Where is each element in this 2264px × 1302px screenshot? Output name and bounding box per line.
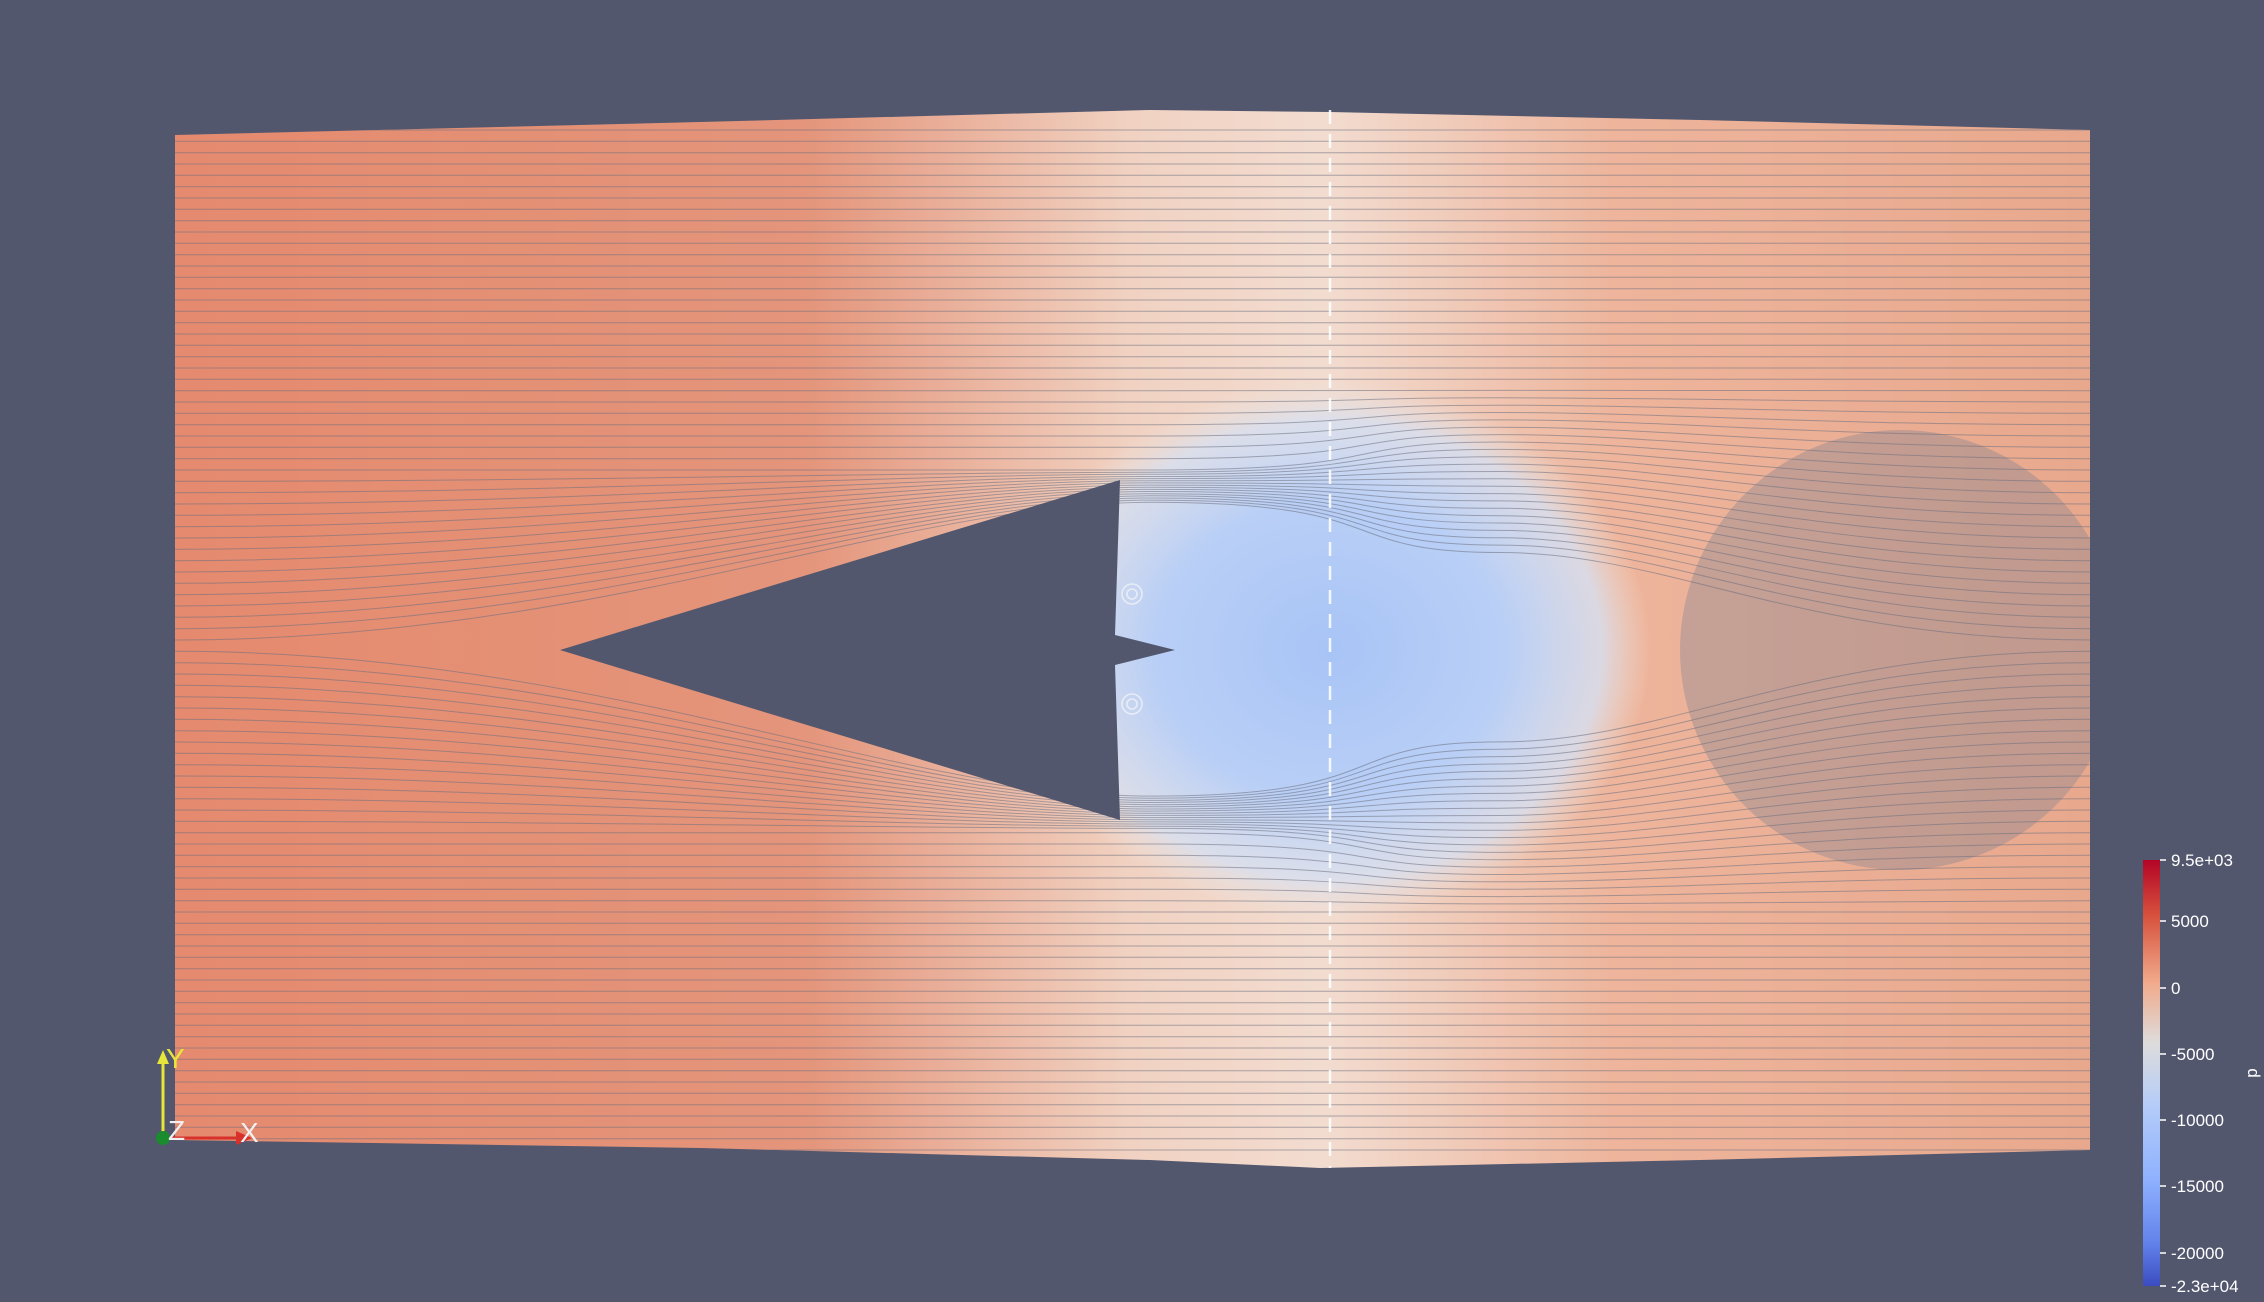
streamline (175, 832, 2090, 861)
streamline (175, 493, 2090, 596)
z-axis-label: Z (168, 1115, 185, 1146)
streamline (175, 775, 2090, 824)
streamline (175, 456, 2090, 494)
streamline (175, 441, 2090, 471)
streamline (175, 426, 2090, 448)
streamline (175, 470, 2090, 516)
streamline (175, 752, 2090, 816)
streamline (175, 434, 2090, 460)
scalar-bar[interactable]: 9.5e+03 5000 0 -5000 -10000 -15000 -20000 -2.3e… (2143, 851, 2261, 1296)
streamline (175, 684, 2090, 804)
x-axis-arrow-icon (236, 1131, 252, 1145)
scalar-bar-gradient (2143, 860, 2160, 1286)
streamline (175, 888, 2090, 898)
y-axis-arrow-icon (157, 1050, 169, 1064)
streamline (175, 809, 2090, 846)
streamline (175, 662, 2090, 799)
streamline (175, 463, 2090, 505)
streamline (175, 482, 2090, 539)
scalar-bar-tick-label: -15000 (2171, 1177, 2224, 1196)
streamline (175, 741, 2090, 814)
streamline (175, 718, 2090, 810)
streamline (175, 488, 2090, 573)
streamline (175, 484, 2090, 550)
streamline (175, 707, 2090, 808)
scalar-bar-tick-label: 9.5e+03 (2171, 851, 2233, 870)
streamline (175, 854, 2090, 876)
streamline (175, 764, 2090, 819)
scalar-bar-tick-label: -5000 (2171, 1045, 2214, 1064)
streamline (175, 411, 2090, 426)
scalar-bar-tick-label: 5000 (2171, 912, 2209, 931)
streamline (175, 900, 2090, 905)
streamlines (175, 129, 2090, 1151)
scalar-bar-tick-label: -2.3e+04 (2171, 1277, 2239, 1296)
streamline (175, 448, 2090, 482)
flow-domain (175, 110, 2090, 1168)
streamline (175, 843, 2090, 868)
streamline (175, 673, 2090, 801)
scalar-bar-tick-label: -10000 (2171, 1111, 2224, 1130)
streamline (175, 499, 2090, 630)
scalar-bar-tick-label: 0 (2171, 979, 2180, 998)
streamline (175, 490, 2090, 584)
streamline (175, 650, 2090, 797)
streamline (175, 877, 2090, 890)
streamline (175, 786, 2090, 831)
streamline (175, 820, 2090, 853)
scalar-bar-ticks: 9.5e+03 5000 0 -5000 -10000 -15000 -20000 -2.3e… (2160, 851, 2239, 1296)
obstacle-body (560, 480, 1175, 820)
wake-shadow (1680, 430, 2090, 870)
z-axis-dot-icon (156, 1131, 170, 1145)
streamline (175, 495, 2090, 607)
streamline (175, 798, 2090, 839)
streamline (175, 486, 2090, 562)
streamline (175, 404, 2090, 414)
streamline (175, 730, 2090, 812)
scalar-bar-tick-label: -20000 (2171, 1244, 2224, 1263)
streamline (175, 419, 2090, 437)
streamline (175, 866, 2090, 883)
vortex-swirls (1121, 583, 1143, 715)
y-axis-label: Y (166, 1043, 185, 1074)
x-axis-label: X (240, 1117, 259, 1148)
scalar-bar-title: p (2242, 1068, 2261, 1077)
orientation-axes: Y X Z (156, 1043, 259, 1148)
streamline (175, 397, 2090, 403)
streamline (175, 497, 2090, 618)
streamline (175, 696, 2090, 806)
streamline (175, 501, 2090, 641)
streamline (175, 478, 2090, 528)
